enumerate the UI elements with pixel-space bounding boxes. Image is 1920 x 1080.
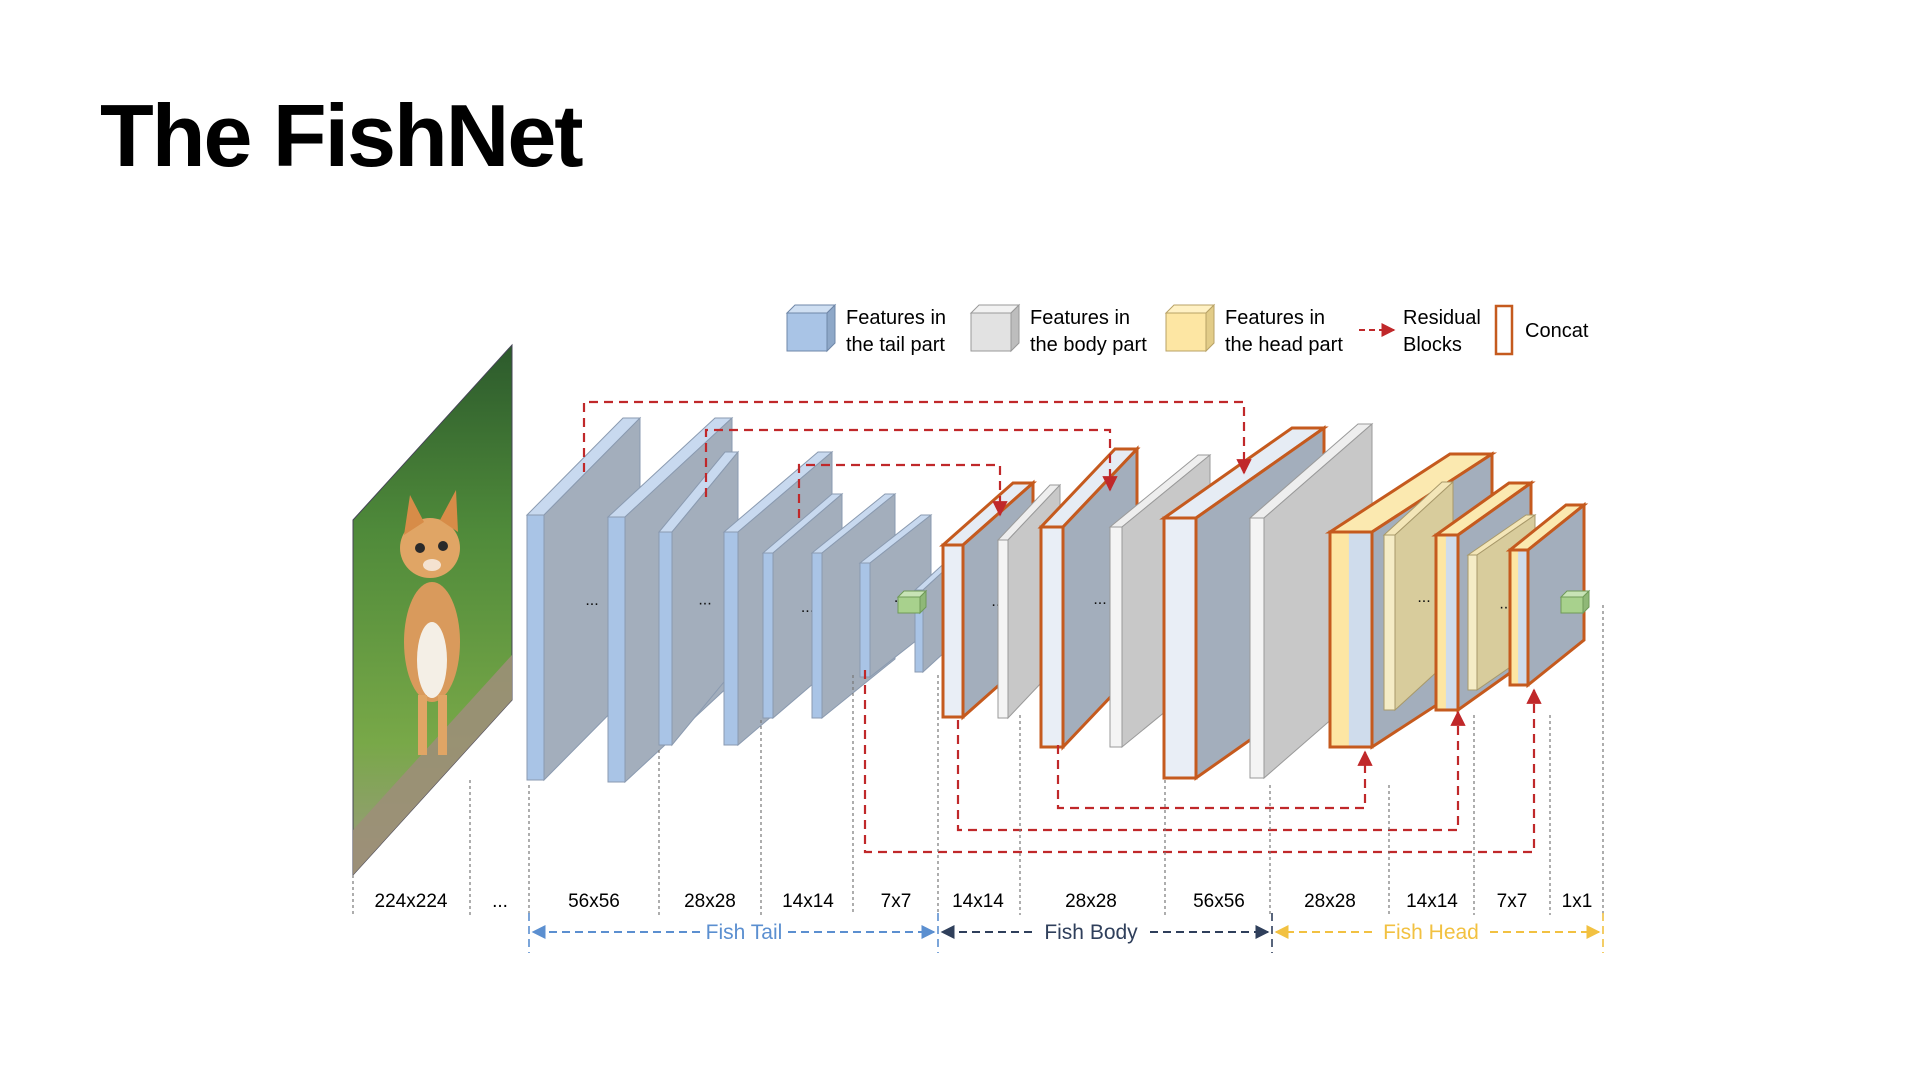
head-concat-block-3 [1505, 501, 1589, 689]
block-ellipsis: ... [1093, 591, 1106, 608]
residual-bottom-middle [956, 710, 1466, 832]
section-label-tail: Fish Tail [706, 921, 783, 944]
cat-shape [400, 490, 460, 755]
resolution-label: 7x7 [881, 891, 912, 912]
legend: Features in the tail part Features in th… [785, 303, 1589, 356]
block-ellipsis: ... [698, 592, 711, 609]
guide-lines [352, 605, 1604, 915]
block-ellipsis: ... [801, 599, 814, 616]
tail-block-3: ... [657, 450, 740, 747]
residual-top-middle [704, 428, 1118, 497]
legend-concat-swatch [1494, 304, 1514, 356]
residual-connections [582, 400, 1542, 854]
residual-top-inner [797, 463, 1008, 518]
legend-tail-label-1: Features in [846, 307, 946, 329]
legend-tail-swatch [785, 303, 837, 353]
section-labels: Fish Tail Fish Body Fish Head [706, 921, 1479, 944]
legend-head-label-1: Features in [1225, 307, 1325, 329]
residual-top-outer [582, 400, 1252, 475]
resolution-labels: 224x224 ... 56x56 28x28 14x14 7x7 14x14 … [375, 891, 1593, 912]
input-image [352, 343, 513, 877]
resolution-label: 28x28 [1304, 891, 1356, 912]
feature-blocks: ........................... [525, 416, 1591, 784]
final-output-cube [1559, 589, 1591, 615]
section-label-body: Fish Body [1044, 921, 1138, 944]
slide-title: The FishNet [100, 86, 584, 185]
legend-concat-label: Concat [1525, 320, 1589, 342]
residual-bottom-outer [863, 670, 1542, 854]
legend-tail-label-2: the tail part [846, 334, 945, 356]
resolution-label: 28x28 [684, 891, 736, 912]
legend-head-swatch [1164, 303, 1216, 353]
legend-residual-label-2: Blocks [1403, 334, 1462, 356]
resolution-label: 56x56 [1193, 891, 1245, 912]
resolution-label: 14x14 [952, 891, 1004, 912]
section-label-head: Fish Head [1383, 921, 1479, 944]
tail-output-cube [896, 589, 928, 615]
resolution-label: 224x224 [375, 891, 448, 912]
legend-residual-label-1: Residual [1403, 307, 1481, 329]
resolution-label: 14x14 [782, 891, 834, 912]
resolution-label: 1x1 [1562, 891, 1593, 912]
resolution-label: 7x7 [1497, 891, 1528, 912]
resolution-label: 28x28 [1065, 891, 1117, 912]
legend-body-label-2: the body part [1030, 334, 1147, 356]
resolution-label: 14x14 [1406, 891, 1458, 912]
block-ellipsis: ... [585, 592, 598, 609]
section-arrows [528, 913, 1604, 953]
resolution-label: ... [492, 891, 508, 912]
resolution-label: 56x56 [568, 891, 620, 912]
block-ellipsis: ... [1417, 589, 1430, 606]
legend-body-swatch [969, 303, 1021, 353]
legend-body-label-1: Features in [1030, 307, 1130, 329]
residual-bottom-inner [1056, 745, 1373, 810]
legend-head-label-2: the head part [1225, 334, 1343, 356]
